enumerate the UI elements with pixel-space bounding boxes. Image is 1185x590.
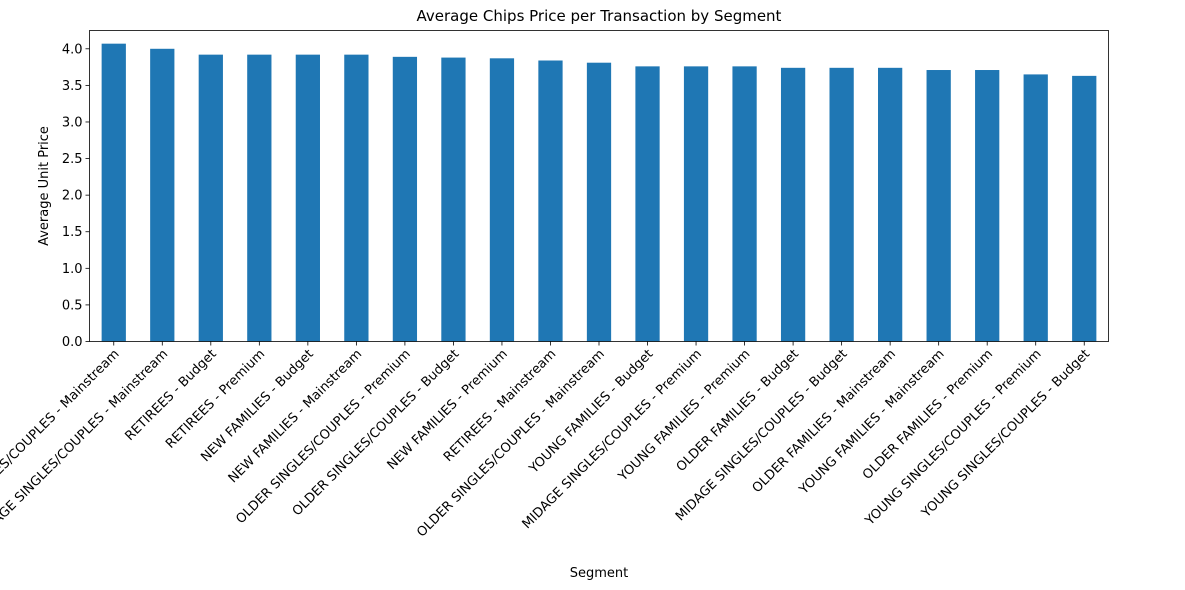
y-tick-label: 1.5 bbox=[62, 225, 83, 240]
x-tick-label: OLDER SINGLES/COUPLES - Premium bbox=[233, 347, 413, 527]
y-tick-label: 1.0 bbox=[62, 262, 83, 277]
bar bbox=[295, 54, 320, 342]
bar bbox=[975, 70, 1000, 342]
bar bbox=[392, 56, 418, 342]
bar bbox=[538, 60, 563, 342]
y-axis-label: Average Unit Price bbox=[37, 126, 52, 246]
y-tick-label: 2.5 bbox=[62, 152, 83, 167]
bar bbox=[1072, 75, 1097, 342]
x-tick-label: RETIREES - Budget bbox=[122, 347, 219, 444]
x-axis: YOUNG SINGLES/COUPLES - MainstreamMIDAGE… bbox=[0, 341, 1093, 545]
bar bbox=[247, 54, 272, 342]
bar bbox=[150, 48, 175, 342]
y-tick-label: 4.0 bbox=[62, 42, 83, 57]
bar bbox=[101, 43, 126, 342]
bar bbox=[489, 58, 515, 342]
bar bbox=[829, 67, 854, 342]
bar bbox=[926, 70, 951, 342]
x-tick-label: YOUNG SINGLES/COUPLES - Budget bbox=[918, 347, 1093, 522]
y-axis: 0.0 0.5 1.0 1.5 2.0 2.5 3.0 3.5 4.0 bbox=[62, 42, 90, 350]
bar bbox=[1023, 74, 1048, 342]
plot-frame bbox=[89, 30, 1109, 342]
x-axis-label: Segment bbox=[570, 566, 629, 581]
y-tick-label: 0.0 bbox=[62, 335, 83, 350]
y-tick-label: 3.0 bbox=[62, 115, 83, 130]
y-tick-label: 2.0 bbox=[62, 189, 83, 204]
bar bbox=[732, 66, 757, 342]
bar-group bbox=[101, 43, 1097, 342]
y-tick-label: 0.5 bbox=[62, 298, 83, 313]
bar bbox=[635, 66, 660, 342]
bar bbox=[878, 67, 903, 342]
y-tick-label: 3.5 bbox=[62, 79, 83, 94]
x-tick-label: MIDAGE SINGLES/COUPLES - Premium bbox=[520, 347, 705, 532]
x-tick-label: MIDAGE SINGLES/COUPLES - Budget bbox=[673, 347, 850, 524]
bar bbox=[586, 62, 612, 342]
bar bbox=[780, 67, 806, 342]
chart-title: Average Chips Price per Transaction by S… bbox=[417, 7, 782, 25]
bar bbox=[683, 66, 709, 342]
bar bbox=[441, 57, 466, 342]
x-tick-label: YOUNG SINGLES/COUPLES - Premium bbox=[862, 347, 1044, 529]
bar bbox=[198, 54, 223, 342]
bar bbox=[344, 54, 369, 342]
